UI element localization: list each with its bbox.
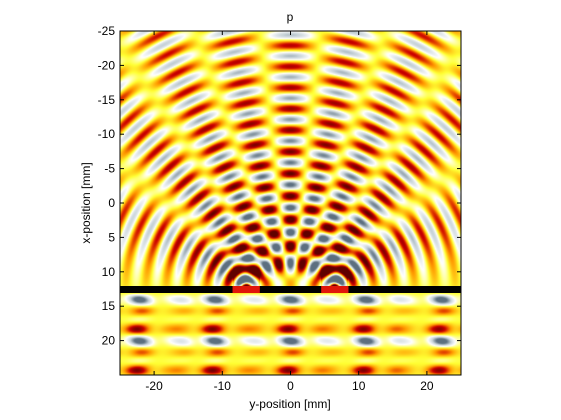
- y-tick-label: -15: [98, 93, 116, 107]
- y-axis-title: x-position [mm]: [79, 162, 93, 243]
- x-tick-label: -20: [145, 379, 163, 393]
- y-tick-label: 10: [102, 265, 116, 279]
- y-tick-label: 5: [108, 230, 115, 244]
- y-tick-label: 0: [108, 196, 115, 210]
- barrier: [120, 286, 461, 293]
- y-tick-label: 15: [102, 299, 116, 313]
- y-tick-label: -25: [98, 24, 116, 38]
- barrier-wall: [120, 286, 461, 293]
- y-tick-label: -5: [104, 162, 115, 176]
- x-tick-label: 10: [352, 379, 366, 393]
- x-tick-label: 0: [287, 379, 294, 393]
- x-tick-label: 20: [420, 379, 434, 393]
- y-tick-label: -20: [98, 58, 116, 72]
- chart-title: p: [287, 10, 294, 24]
- slit-opening: [232, 286, 260, 293]
- slit-opening: [321, 286, 349, 293]
- x-axis: -20 -10 0 10 20: [145, 31, 434, 393]
- plot-area: [120, 31, 461, 375]
- y-tick-label: -10: [98, 127, 116, 141]
- pressure-field-heatmap: [120, 31, 461, 375]
- x-tick-label: -10: [214, 379, 232, 393]
- y-tick-label: 20: [102, 334, 116, 348]
- x-axis-title: y-position [mm]: [249, 397, 330, 411]
- y-axis: -25 -20 -15 -10 -5 0 5 10 15 20: [98, 24, 461, 348]
